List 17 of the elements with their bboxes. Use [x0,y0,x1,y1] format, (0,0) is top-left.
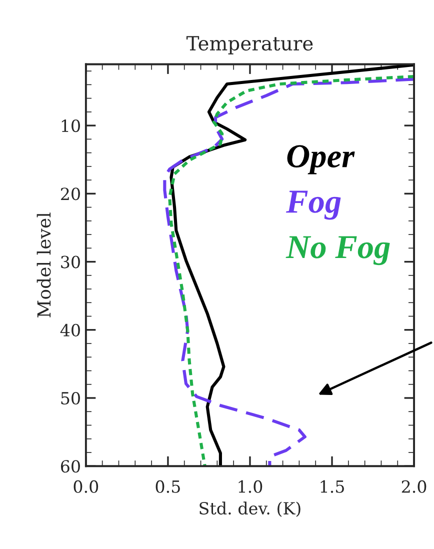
x-tick-label: 1.5 [320,480,344,493]
series-label: Oper [287,145,355,174]
y-tick-label: 60 [60,460,80,473]
x-tick-label: 2.0 [402,480,426,493]
x-tick-label: 0.0 [74,480,98,493]
x-tick-label: 1.0 [238,480,262,493]
y-tick-label: 50 [61,392,80,405]
y-tick-label: 20 [60,188,80,200]
text: No Fog [286,236,390,266]
chart-title: Temperature [186,36,313,54]
x-tick-label: 0.5 [156,480,180,493]
x-axis-title: Std. dev. (K) [200,502,300,517]
y-tick-label: 10 [62,119,80,132]
text: Fog [286,190,341,220]
y-axis-title: Model level [36,212,51,318]
y-tick-label: 30 [61,256,80,268]
y-tick-label: 40 [60,324,80,336]
